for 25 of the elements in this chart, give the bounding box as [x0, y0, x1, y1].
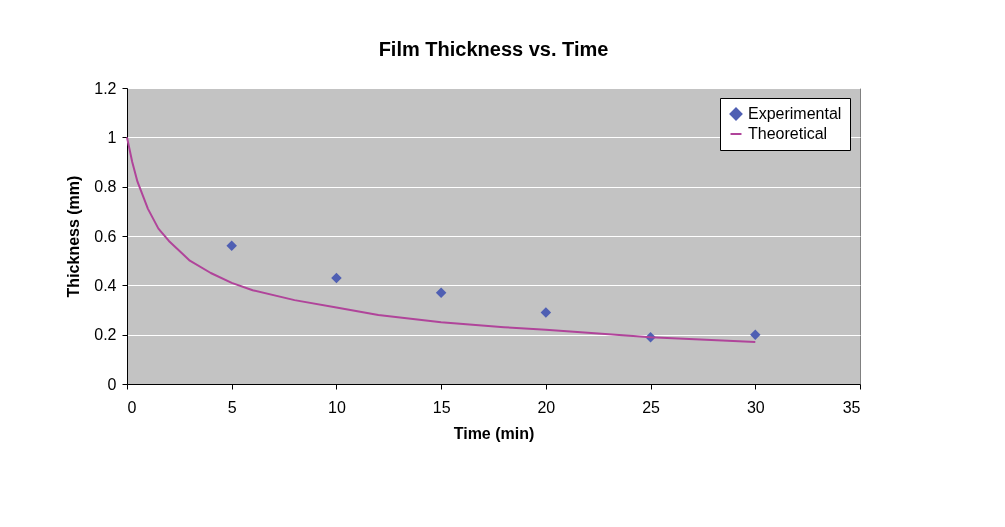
y-tick-label: 0.6 — [94, 227, 117, 245]
point — [750, 329, 761, 340]
y-tick-label: 0.8 — [94, 178, 117, 196]
y-axis-title: Thickness (mm) — [65, 175, 83, 298]
point — [331, 272, 342, 284]
x-tick-label: 25 — [642, 398, 661, 416]
x-tick-label: 30 — [746, 398, 765, 416]
chart-title: Film Thickness vs. Time — [378, 38, 609, 60]
legend-label: Theoretical — [748, 125, 828, 142]
point — [540, 307, 552, 318]
x-tick-label: 10 — [328, 398, 346, 416]
x-tick-label: 20 — [537, 398, 556, 416]
legend-label: Experimental — [748, 105, 842, 122]
x-tick-label: 5 — [227, 398, 237, 416]
y-tick-label: 0.2 — [94, 326, 117, 344]
y-tick-label: 1 — [107, 128, 117, 146]
point — [226, 240, 237, 252]
x-tick-label: 35 — [842, 398, 861, 416]
x-axis-title: Time (min) — [453, 424, 535, 442]
point — [435, 287, 447, 298]
x-tick-label: 15 — [432, 398, 451, 416]
y-tick-label: 0 — [107, 375, 117, 393]
x-tick-label: 0 — [127, 398, 137, 416]
y-tick-label: 1.2 — [94, 79, 117, 97]
y-tick-label: 0.4 — [94, 276, 117, 294]
